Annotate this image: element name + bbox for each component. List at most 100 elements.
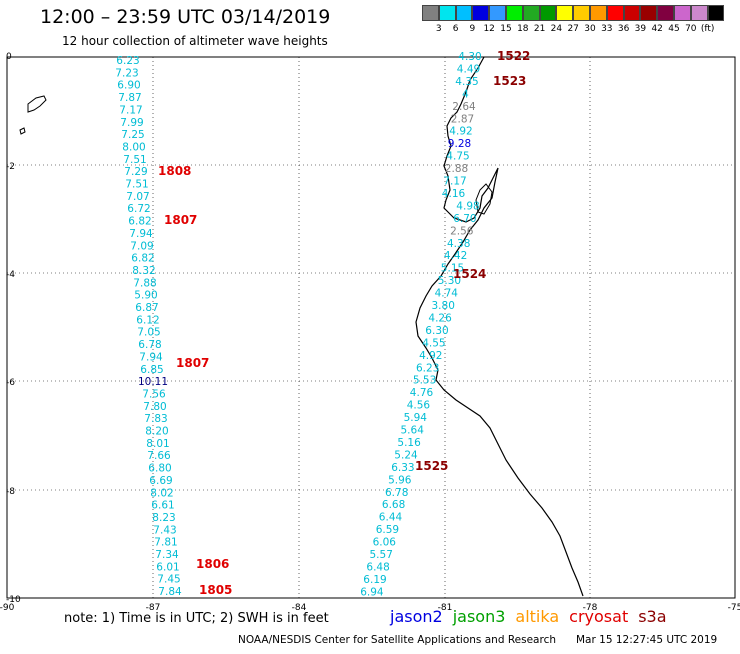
legend-label: 15 [500, 24, 512, 34]
x-tick-label: -75 [728, 603, 740, 613]
wave-height-value: 8.20 [145, 426, 168, 438]
wave-height-value: 6.06 [373, 537, 397, 549]
satellite-name: jason2 [390, 607, 443, 626]
wave-height-value: 4.38 [447, 238, 470, 250]
legend-swatch [472, 5, 490, 21]
wave-height-value: 7.88 [133, 277, 156, 289]
pass-time-label: 1808 [158, 164, 191, 178]
wave-height-value: 10.11 [138, 376, 168, 388]
wave-height-value: 2.87 [451, 113, 474, 125]
pass-time-label: 1524 [453, 267, 486, 281]
wave-height-value: 7.94 [129, 228, 153, 240]
legend-swatch [657, 5, 674, 21]
y-tick-label: 0 [6, 52, 12, 62]
wave-height-value: 6.69 [149, 475, 172, 487]
wave-height-value: 6.82 [131, 253, 154, 265]
wave-height-value: 6.85 [140, 364, 163, 376]
legend-label: 70 [685, 24, 697, 34]
wave-height-value: 4.98 [456, 200, 479, 212]
wave-height-value: 6.12 [136, 314, 159, 326]
x-tick-label: -78 [583, 603, 598, 613]
islet-outline [19, 127, 26, 135]
legend-swatch [506, 5, 523, 21]
credit-text: NOAA/NESDIS Center for Satellite Applica… [238, 634, 556, 646]
wave-height-value: 4.42 [444, 250, 467, 262]
wave-height-value: 5.53 [413, 375, 436, 387]
wave-height-value: 7.25 [121, 129, 144, 141]
wave-height-value: 7.29 [124, 166, 147, 178]
coastline-path [415, 56, 584, 597]
wave-height-value: 7.94 [139, 351, 163, 363]
wave-height-observations: 6.237.236.907.877.177.997.258.007.517.29… [115, 51, 481, 598]
satellite-name: altika [515, 607, 560, 626]
x-tick-label: -90 [0, 603, 15, 613]
wave-height-value: 7.51 [123, 154, 146, 166]
wave-height-value: 6.72 [127, 203, 150, 215]
wave-height-value: 7.84 [158, 586, 182, 598]
legend-label: 18 [517, 24, 529, 34]
wave-height-value: 7.81 [154, 537, 177, 549]
wave-height-value: 2.88 [445, 163, 468, 175]
footer-note: note: 1) Time is in UTC; 2) SWH is in fe… [64, 611, 329, 626]
wave-height-value: 8.32 [132, 265, 155, 277]
wave-height-value: 8.01 [146, 438, 169, 450]
legend-label: 45 [668, 24, 680, 34]
wave-height-value: 4.74 [435, 288, 459, 300]
pass-time-label: 1522 [497, 49, 530, 63]
pass-time-label: 1806 [196, 557, 229, 571]
wave-height-value: 4.56 [407, 400, 431, 412]
wave-height-value: 7.45 [157, 574, 180, 586]
wave-height-value: 7.80 [143, 401, 166, 413]
wave-height-value: 4.16 [442, 188, 466, 200]
wave-height-value: 6.70 [453, 213, 476, 225]
axis-ticks: -90 -87 -84 -81 -78 -75 0 -2 -4 -6 -8 -10 [0, 52, 740, 613]
legend-label: 24 [550, 24, 563, 34]
wave-height-value: 6.23 [416, 362, 439, 374]
y-tick-label: -6 [6, 378, 15, 388]
generated-timestamp: Mar 15 12:27:45 UTC 2019 [576, 634, 718, 646]
legend-label: 36 [617, 24, 630, 34]
legend-swatch [640, 5, 658, 21]
y-tick-label: -8 [6, 487, 15, 497]
wave-height-value: 6.30 [425, 325, 448, 337]
wave-height-value: 9.28 [448, 138, 471, 150]
wave-height-value: 6.82 [128, 216, 151, 228]
wave-height-value: 4.55 [422, 337, 445, 349]
wave-height-value: 4.75 [446, 151, 469, 163]
wave-height-value: 7.17 [443, 176, 466, 188]
wave-height-value: 5.57 [370, 549, 393, 561]
y-tick-label: -4 [6, 270, 15, 280]
legend-swatch [690, 5, 708, 21]
x-tick-label: -81 [438, 603, 453, 613]
legend-swatch [556, 5, 574, 21]
legend-label: (ft) [700, 24, 715, 34]
wave-height-value: 4.76 [410, 387, 434, 399]
wave-height-value: 5.15 [441, 263, 464, 275]
lat-lon-grid [6, 56, 736, 599]
map-frame [6, 56, 736, 599]
wave-height-value: 7.17 [119, 104, 142, 116]
wave-height-value: 7.87 [118, 92, 141, 104]
wave-height-value: 6.78 [138, 339, 161, 351]
satellite-name: cryosat [569, 607, 629, 626]
satellite-name: s3a [638, 607, 667, 626]
legend-label: 42 [651, 24, 663, 34]
legend-label: 27 [567, 24, 579, 34]
map-subtitle: 12 hour collection of altimeter wave hei… [62, 34, 328, 48]
legend-swatch [674, 5, 691, 21]
satellite-legend: jason2 jason3 altika cryosat s3a [390, 607, 677, 626]
wave-height-value: 7.05 [137, 327, 160, 339]
legend-swatch [573, 5, 590, 21]
wave-height-value: 6.33 [391, 462, 414, 474]
wave-height-value: 6.59 [376, 524, 399, 536]
wave-height-value: 7.66 [147, 450, 171, 462]
legend-swatch [606, 5, 624, 21]
wave-height-value: 4.92 [419, 350, 442, 362]
legend-label: 21 [533, 24, 546, 34]
wave-height-value: 7.34 [155, 549, 179, 561]
wave-height-value: 7.99 [120, 117, 143, 129]
legend-swatch [539, 5, 557, 21]
wave-height-value: 5.30 [438, 275, 461, 287]
map-title: 12:00 – 23:59 UTC 03/14/2019 [40, 6, 331, 28]
wave-height-value: 6.94 [360, 586, 384, 598]
